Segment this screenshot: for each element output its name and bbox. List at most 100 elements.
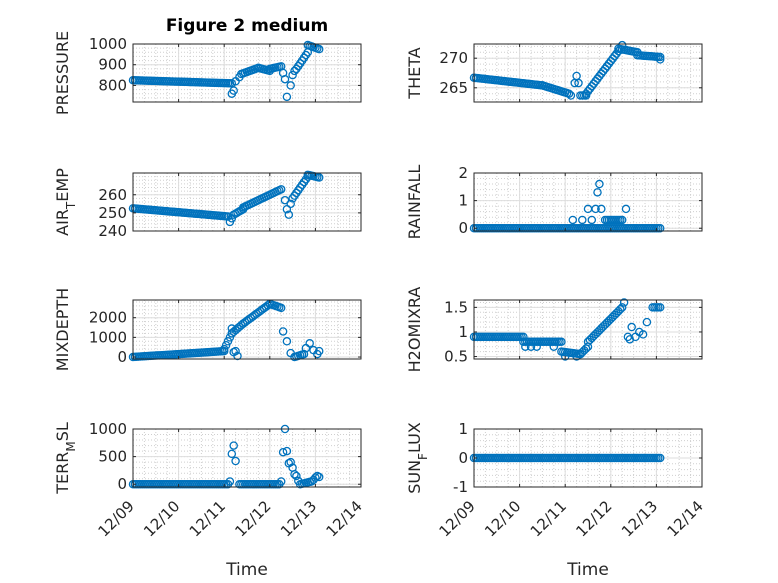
data-point [290, 66, 299, 76]
data-point [564, 89, 574, 98]
y-axis-label: THETA [405, 47, 424, 99]
series-markers [128, 299, 324, 362]
data-point [280, 74, 290, 84]
subplot-7: 0 500 1000 12/09 12/10 12/11 12/12 12/13 12/14 Ti… [53, 420, 366, 580]
subplot-6: 0.5 1 1.5 H2OMIXRA [405, 287, 703, 372]
x-tick-label: 12/10 [481, 497, 524, 540]
data-point [566, 91, 576, 100]
y-tick-label: 2000 [89, 309, 127, 327]
data-point [314, 472, 324, 482]
data-point [593, 188, 602, 197]
data-point [587, 215, 597, 225]
y-tick-label: 1000 [89, 35, 127, 53]
data-point [235, 72, 244, 82]
data-point [526, 342, 536, 351]
data-point [557, 337, 566, 347]
data-point [617, 215, 627, 225]
y-tick-label: 265 [439, 79, 468, 97]
x-tick-label: 12/10 [140, 497, 183, 540]
axes-box [473, 43, 703, 103]
y-tick-label: 1 [458, 192, 468, 210]
data-point [655, 303, 665, 312]
x-tick-label: 12/12 [572, 497, 615, 540]
data-point [655, 52, 665, 62]
y-axis-label: SUNFLUX [405, 422, 430, 494]
y-tick-label: 900 [98, 56, 127, 74]
data-point [225, 477, 235, 486]
y-tick-label: 1 [458, 420, 468, 438]
x-tick-label: 12/14 [323, 497, 366, 540]
y-tick-label: 0 [458, 449, 468, 467]
data-point [292, 471, 301, 481]
data-point [229, 441, 238, 450]
data-point [549, 342, 559, 351]
y-tick-label: 240 [98, 222, 127, 240]
data-point [621, 204, 631, 214]
y-axis-label: RAINFALL [405, 165, 424, 240]
data-point [227, 449, 237, 459]
series-markers [469, 40, 665, 100]
x-axis-label: Time [566, 560, 609, 580]
subplot-1: 800 900 1000 PRESSURE Figure 2 medium [53, 16, 362, 115]
y-tick-label: 1 [458, 323, 468, 341]
data-point [223, 337, 233, 346]
data-point [311, 473, 320, 482]
x-tick-label: 12/12 [231, 497, 274, 540]
data-point [284, 210, 294, 219]
y-tick-label: 270 [439, 49, 468, 67]
series-markers [128, 40, 324, 102]
data-point [642, 317, 652, 327]
y-tick-label: -1 [453, 478, 468, 496]
data-point [276, 303, 286, 313]
y-tick-label: 800 [98, 76, 127, 94]
x-tick-label: 12/11 [186, 497, 229, 540]
data-point [227, 214, 237, 223]
x-tick-label: 12/13 [618, 497, 661, 540]
y-tick-label: 0 [458, 219, 468, 237]
data-point [282, 446, 292, 456]
data-point [288, 70, 297, 80]
data-point [574, 78, 583, 88]
data-point [532, 342, 541, 351]
data-point [591, 204, 600, 214]
x-axis-label: Time [225, 560, 268, 580]
data-point [221, 340, 231, 350]
data-point [578, 215, 587, 225]
data-point [617, 40, 627, 50]
data-point [627, 322, 636, 332]
x-tick-label: 12/09 [436, 497, 479, 540]
data-point [286, 199, 295, 209]
data-point [299, 349, 309, 359]
data-point [655, 453, 665, 463]
series-markers [469, 179, 665, 233]
y-tick-label: 1000 [89, 420, 127, 438]
data-point [286, 348, 295, 358]
subplot-8: -1 0 1 12/09 12/10 12/11 12/12 12/13 12/14 Time SU… [405, 420, 707, 580]
figure-title: Figure 2 medium [166, 16, 328, 36]
data-point [294, 476, 303, 486]
data-point [278, 447, 288, 457]
data-point [278, 327, 288, 336]
data-point [597, 204, 606, 214]
data-point [282, 92, 292, 102]
data-point [276, 185, 286, 194]
data-point [286, 457, 295, 467]
y-tick-label: 250 [98, 204, 127, 222]
y-tick-label: 0.5 [444, 348, 468, 366]
data-point [521, 342, 530, 351]
data-point [314, 346, 324, 356]
y-axis-label: TERRMSL [53, 422, 78, 495]
data-point [290, 470, 299, 479]
data-point [305, 339, 314, 348]
data-point [225, 333, 235, 342]
subplot-4: 0 1 2 RAINFALL [405, 164, 703, 240]
y-tick-label: 1000 [89, 328, 127, 346]
data-point [595, 179, 604, 189]
series-markers [469, 453, 665, 463]
series-markers [128, 170, 324, 227]
axes-box [132, 172, 362, 232]
data-point [655, 55, 665, 64]
